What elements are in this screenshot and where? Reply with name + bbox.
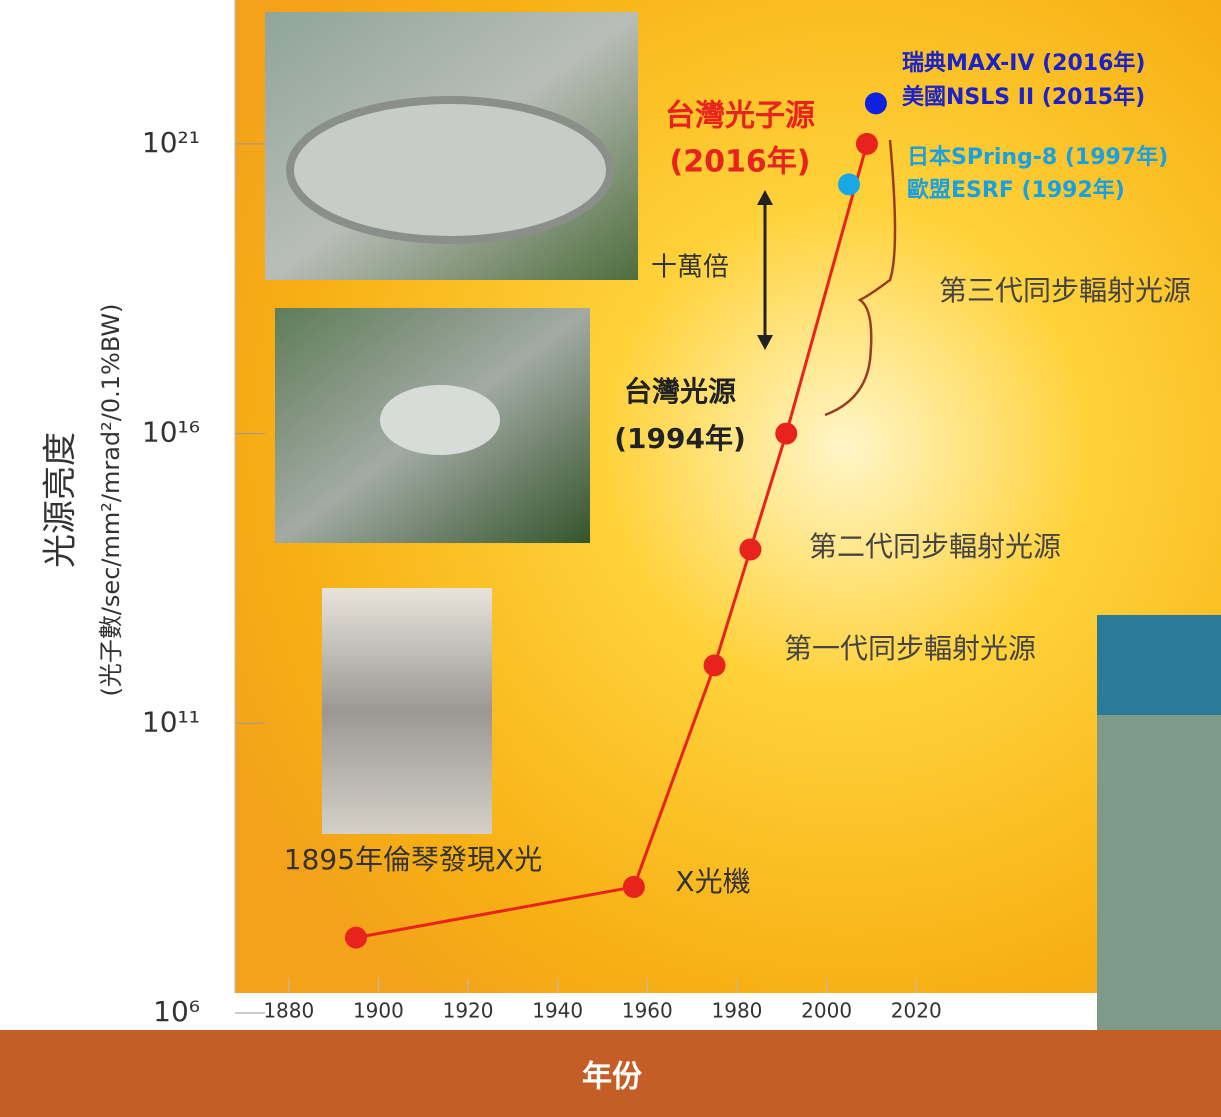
x-tick-label: 2000 [801, 999, 852, 1023]
annotation: 歐盟ESRF (1992年) [907, 177, 1125, 203]
data-point [703, 654, 726, 677]
data-point [345, 926, 368, 949]
data-point [622, 875, 645, 898]
annotation: 第三代同步輻射光源 [939, 274, 1191, 307]
x-tick-label: 1980 [712, 999, 763, 1023]
annotation: X光機 [675, 865, 750, 898]
data-point [775, 422, 798, 445]
x-tick-label: 1920 [443, 999, 494, 1023]
x-tick-label: 1940 [532, 999, 583, 1023]
x-label-bar [0, 1030, 1221, 1117]
annotation: 第一代同步輻射光源 [784, 632, 1036, 665]
data-point [855, 132, 878, 155]
x-axis-label: 年份 [582, 1060, 642, 1095]
y-tick-label: 10¹⁶ [142, 416, 200, 449]
y-tick-label: 10¹¹ [142, 705, 200, 738]
annotation: 日本SPring-8 (1997年) [907, 144, 1168, 170]
annotation: (2016年) [670, 145, 811, 180]
annotation: 1895年倫琴發現X光 [284, 843, 542, 876]
left-margin [0, 0, 235, 1030]
y-axis-units: (光子數/sec/mm²/mrad²/0.1%BW) [97, 303, 125, 696]
annotation: 台灣光子源 [665, 99, 815, 134]
data-line [355, 143, 869, 940]
bottom-margin [235, 993, 1221, 1030]
data-point [838, 173, 861, 196]
photo-ring [380, 385, 500, 455]
y-axis-label: 光源亮度 [41, 432, 81, 568]
annotation: 第二代同步輻射光源 [809, 530, 1061, 563]
annotation: (1994年) [614, 422, 746, 455]
x-tick-label: 1900 [353, 999, 404, 1023]
y-tick-label: 10²¹ [142, 126, 200, 159]
annotation: 十萬倍 [651, 253, 729, 283]
y-tick-label: 10⁶ [153, 995, 200, 1028]
x-tick-label: 2020 [891, 999, 942, 1023]
annotation: 瑞典MAX-IV (2016年) [902, 50, 1145, 76]
data-point [739, 538, 762, 561]
annotation: 美國NSLS II (2015年) [902, 84, 1145, 110]
x-tick-label: 1960 [622, 999, 673, 1023]
data-point [864, 92, 887, 115]
annotation: 台灣光源 [624, 375, 736, 408]
photo-xray [322, 588, 492, 834]
x-tick-label: 1880 [263, 999, 314, 1023]
brace [824, 139, 897, 417]
photo-ring [286, 96, 614, 244]
